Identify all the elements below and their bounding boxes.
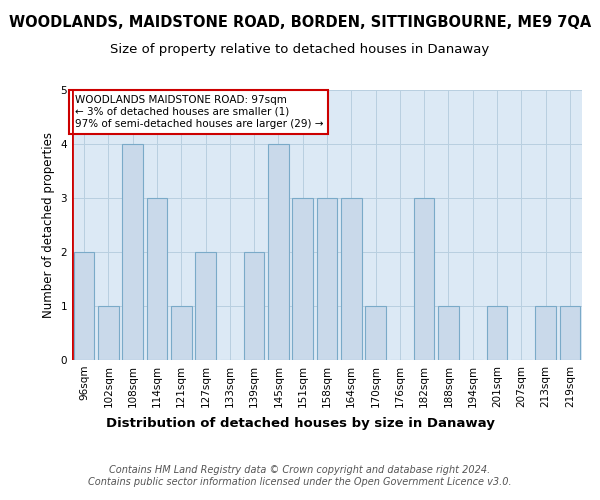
Text: WOODLANDS, MAIDSTONE ROAD, BORDEN, SITTINGBOURNE, ME9 7QA: WOODLANDS, MAIDSTONE ROAD, BORDEN, SITTI… [9, 15, 591, 30]
Bar [438, 306, 459, 360]
Bar [122, 144, 143, 360]
Bar [365, 306, 386, 360]
Bar [244, 252, 265, 360]
Text: Contains HM Land Registry data © Crown copyright and database right 2024.
Contai: Contains HM Land Registry data © Crown c… [88, 465, 512, 486]
Bar [292, 198, 313, 360]
Text: Size of property relative to detached houses in Danaway: Size of property relative to detached ho… [110, 42, 490, 56]
Bar [146, 198, 167, 360]
Bar [195, 252, 216, 360]
Bar [535, 306, 556, 360]
Text: Distribution of detached houses by size in Danaway: Distribution of detached houses by size … [106, 418, 494, 430]
Bar [414, 198, 434, 360]
Bar [560, 306, 580, 360]
Y-axis label: Number of detached properties: Number of detached properties [42, 132, 55, 318]
Bar [317, 198, 337, 360]
Bar [487, 306, 508, 360]
Bar [268, 144, 289, 360]
Bar [74, 252, 94, 360]
Text: WOODLANDS MAIDSTONE ROAD: 97sqm
← 3% of detached houses are smaller (1)
97% of s: WOODLANDS MAIDSTONE ROAD: 97sqm ← 3% of … [74, 96, 323, 128]
Bar [171, 306, 191, 360]
Bar [98, 306, 119, 360]
Bar [341, 198, 362, 360]
